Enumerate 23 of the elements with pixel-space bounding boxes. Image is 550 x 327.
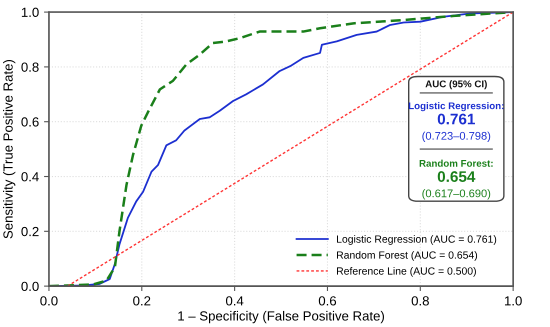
legend-label: Logistic Regression (AUC = 0.761) bbox=[337, 235, 496, 245]
y-tick-label: 0.6 bbox=[21, 117, 39, 127]
x-tick-label: 0.2 bbox=[133, 296, 150, 306]
x-tick-label: 0.0 bbox=[40, 296, 58, 306]
annotation: Random Forest: bbox=[420, 160, 493, 167]
annotation: (0.723–0.798) bbox=[422, 132, 490, 142]
y-tick-label: 0.4 bbox=[21, 172, 39, 182]
legend-label: Reference Line (AUC = 0.500) bbox=[337, 267, 476, 277]
legend-label: Random Forest (AUC = 0.654) bbox=[337, 251, 478, 261]
x-tick-label: 0.6 bbox=[318, 296, 336, 306]
annotation: 0.761 bbox=[438, 114, 475, 124]
annotation: AUC (95% CI) bbox=[425, 80, 487, 90]
x-axis-title: 1 – Specificity (False Positive Rate) bbox=[178, 310, 384, 324]
y-tick-label: 1.0 bbox=[22, 8, 39, 18]
annotation: 0.654 bbox=[438, 171, 476, 182]
x-tick-label: 1.0 bbox=[504, 296, 522, 306]
x-tick-label: 0.8 bbox=[412, 296, 429, 306]
y-tick-label: 0.2 bbox=[21, 226, 39, 236]
annotation: (0.617–0.690) bbox=[422, 189, 490, 200]
y-axis-title: Sensitivity (True Positive Rate) bbox=[3, 60, 16, 238]
y-tick-label: 0.8 bbox=[21, 62, 39, 72]
y-tick-label: 0.0 bbox=[21, 282, 39, 292]
x-tick-label: 0.4 bbox=[226, 296, 244, 306]
